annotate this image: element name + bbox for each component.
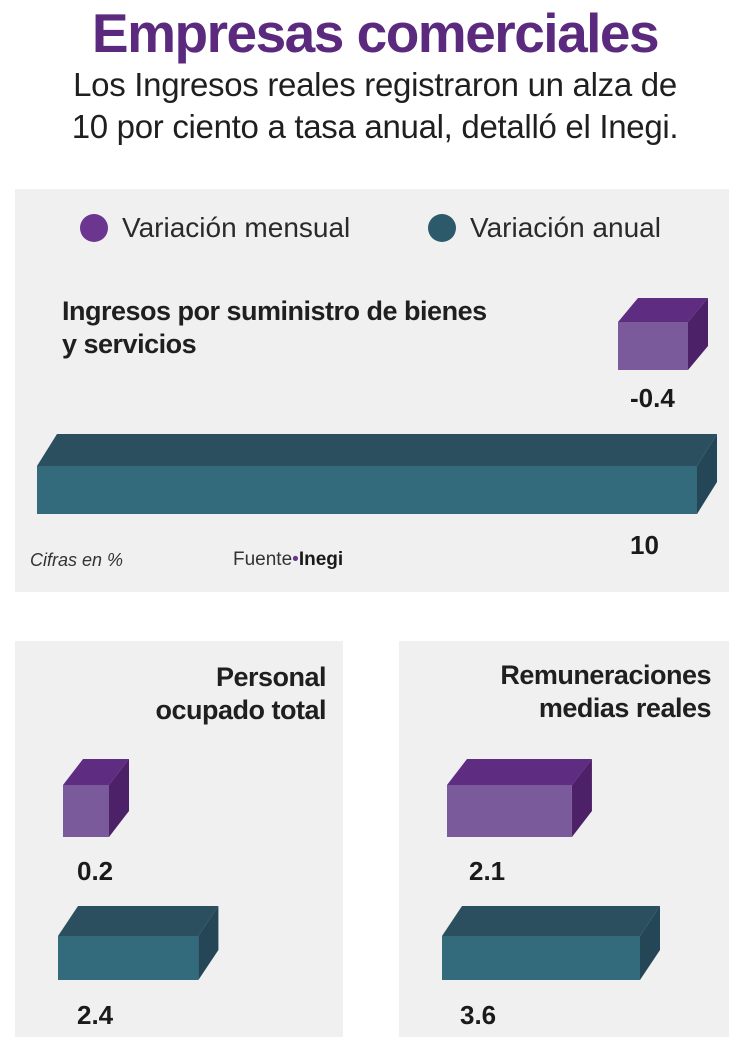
value-label-personal-monthly: 0.2 [77, 856, 114, 886]
value-label-remuneraciones-monthly: 2.1 [469, 856, 506, 886]
page-subtitle: Los Ingresos reales registraron un alza … [20, 64, 730, 148]
bar-ingresos-annual [37, 434, 717, 514]
bar-remuneraciones-monthly-front [447, 785, 572, 837]
subtitle-line-1: Los Ingresos reales registraron un alza … [73, 66, 677, 103]
bar-remuneraciones-annual-front [442, 936, 640, 980]
bar-ingresos-annual-side [697, 434, 717, 514]
chart-title-remuneraciones-line-2: medias reales [538, 693, 712, 723]
value-label-personal-annual: 2.4 [77, 1000, 114, 1030]
bar-ingresos-monthly-top [618, 298, 708, 322]
source-dot: • [292, 549, 299, 570]
chart-title-personal-line-1: Personal [215, 662, 327, 692]
bar-personal-annual-side [198, 906, 219, 980]
bar-personal-monthly [63, 759, 129, 837]
bar-personal-annual-top [58, 906, 219, 936]
chart-title-ingresos-line-1: Ingresos por suministro de bienes [62, 296, 487, 326]
bar-ingresos-annual-top [37, 434, 717, 466]
bar-remuneraciones-annual-side [640, 906, 660, 980]
chart-title-remuneraciones: Remuneraciones medias reales [500, 659, 711, 725]
bar-remuneraciones-monthly [447, 759, 592, 837]
bar-ingresos-monthly [618, 298, 708, 370]
bar-remuneraciones-annual-top [442, 906, 660, 936]
value-label-remuneraciones-annual: 3.6 [460, 1000, 497, 1030]
bar-remuneraciones-monthly-side [571, 759, 592, 837]
bar-remuneraciones-monthly-top [447, 759, 592, 785]
bar-personal-monthly-front [63, 785, 109, 837]
bar-ingresos-monthly-side [688, 298, 708, 370]
bar-ingresos-monthly-front [618, 322, 688, 370]
legend-label-monthly: Variación mensual [122, 212, 351, 243]
chart-title-remuneraciones-line-1: Remuneraciones [500, 660, 711, 690]
bar-personal-monthly-side [109, 759, 129, 837]
legend-label-annual: Variación anual [470, 212, 661, 243]
source-name: Inegi [298, 549, 344, 570]
bar-ingresos-annual-front [37, 466, 697, 514]
legend-item-annual: Variación anual [428, 212, 661, 244]
legend-dot-annual-icon [428, 214, 456, 242]
chart-title-personal-line-2: ocupado total [155, 695, 327, 725]
value-label-ingresos-annual: 10 [630, 530, 659, 560]
value-label-ingresos-monthly: -0.4 [630, 383, 675, 413]
legend-item-monthly: Variación mensual [80, 212, 350, 244]
bar-remuneraciones-annual [442, 906, 660, 980]
bar-personal-monthly-top [63, 759, 129, 785]
source-credit: Fuente•Inegi [233, 549, 343, 571]
legend-dot-monthly-icon [80, 214, 108, 242]
chart-panel-ingresos [15, 189, 729, 592]
bar-personal-annual [58, 906, 219, 980]
chart-title-ingresos: Ingresos por suministro de bienes y serv… [62, 295, 487, 361]
source-label: Fuente [233, 549, 293, 570]
chart-title-ingresos-line-2: y servicios [62, 329, 197, 359]
subtitle-line-2: 10 por ciento a tasa anual, detalló el I… [71, 108, 679, 145]
bar-personal-annual-front [58, 936, 199, 980]
page-title: Empresas comerciales [91, 2, 660, 64]
chart-title-personal: Personal ocupado total [156, 661, 327, 727]
units-note: Cifras en % [30, 550, 124, 570]
